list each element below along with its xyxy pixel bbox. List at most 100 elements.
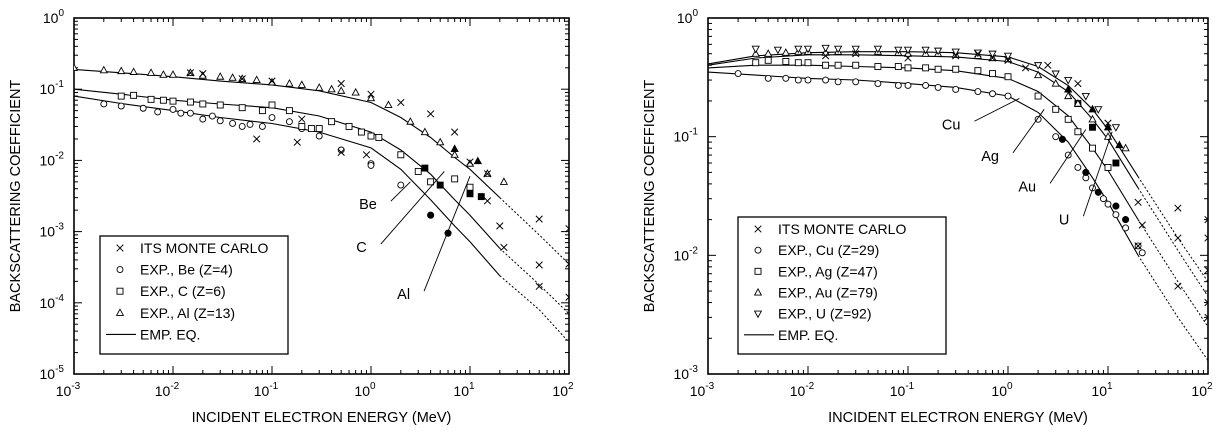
x-tick-label-base: 10: [552, 383, 568, 399]
point-U: [873, 45, 883, 54]
point-monte-carlo: [268, 77, 276, 85]
point-Al: [99, 65, 108, 74]
point-U: [1081, 92, 1090, 101]
x-tick-label: 10-3: [690, 381, 715, 399]
point-Au-filled: [1115, 140, 1124, 149]
point-monte-carlo: [1021, 64, 1030, 72]
point-monte-carlo: [565, 293, 569, 301]
point-Be: [177, 109, 185, 117]
point-Cu: [734, 70, 742, 78]
point-monte-carlo: [293, 138, 301, 146]
point-Cu: [934, 83, 942, 91]
point-Al: [74, 63, 79, 71]
point-Cu-filled: [1122, 216, 1130, 224]
point-U: [1094, 106, 1103, 114]
point-monte-carlo: [988, 54, 997, 62]
point-U: [988, 50, 997, 59]
point-Cu-filled: [1094, 188, 1102, 196]
point-C: [117, 92, 125, 100]
point-Cu: [894, 82, 902, 89]
legend-label: EXP., Ag (Z=47): [778, 263, 878, 279]
point-Ag-filled: [1089, 123, 1096, 131]
point-Be: [216, 117, 224, 125]
x-tick-label: 10-2: [155, 381, 180, 399]
point-C: [159, 96, 167, 104]
x-tick-label-base: 10: [1191, 383, 1207, 399]
point-monte-carlo: [952, 52, 960, 60]
point-C: [466, 183, 474, 191]
point-Ag: [934, 65, 942, 73]
point-monte-carlo: [483, 170, 492, 178]
x-tick-label: 102: [1191, 381, 1213, 399]
legend-marker: [753, 287, 763, 296]
annotation-label: Au: [1018, 179, 1036, 195]
annotation-leader: [390, 181, 411, 202]
point-monte-carlo: [367, 90, 375, 98]
y-tick-label-base: 10: [40, 224, 56, 240]
point-Be: [238, 122, 246, 130]
point-C-filled: [421, 164, 429, 172]
x-tick-label-base: 10: [155, 383, 171, 399]
point-Au: [1051, 79, 1060, 87]
point-U: [1033, 62, 1043, 70]
point-C: [186, 98, 194, 106]
curve-Cu-extrapolated: [1137, 255, 1208, 361]
point-Ag: [752, 59, 760, 67]
point-Be: [285, 118, 293, 126]
x-axis-label: INCIDENT ELECTRON ENERGY (MeV): [828, 410, 1088, 426]
point-Ag: [989, 70, 996, 78]
point-Au: [1121, 143, 1130, 152]
y-tick-label-exponent: -1: [55, 79, 64, 90]
point-Cu: [989, 90, 996, 98]
point-Au: [781, 48, 790, 56]
point-Al: [465, 159, 475, 167]
point-Ag: [782, 58, 790, 65]
curve-Be: [74, 95, 501, 277]
point-U: [951, 48, 960, 57]
point-C-filled: [466, 190, 474, 198]
x-tick-label-base: 10: [56, 383, 72, 399]
point-U: [1051, 70, 1060, 79]
x-tick-label-base: 10: [790, 383, 806, 399]
x-tick-label-base: 10: [690, 383, 706, 399]
point-C-filled: [436, 181, 444, 189]
annotation-Al: Al: [397, 176, 471, 303]
x-tick-label-exponent: 2: [1207, 381, 1213, 392]
point-Be: [139, 104, 147, 112]
annotation-Cu: Cu: [942, 98, 1020, 133]
y-tick-label-exponent: -1: [689, 127, 698, 138]
x-tick-label-base: 10: [354, 383, 370, 399]
y-axis-label: BACKSCATTERING COEFFICIENT: [8, 80, 24, 313]
point-Be: [229, 120, 237, 127]
point-Au-filled: [1088, 104, 1097, 113]
point-Al: [228, 73, 237, 81]
y-tick-label: 10-5: [40, 364, 65, 382]
point-Be: [169, 105, 177, 113]
legend-label: EXP., Cu (Z=29): [778, 242, 879, 258]
y-tick-label-base: 10: [40, 81, 56, 97]
point-Au: [764, 49, 773, 57]
point-Al: [499, 177, 509, 185]
point-Ag: [1089, 144, 1096, 152]
point-Al: [384, 100, 393, 109]
point-monte-carlo: [974, 50, 982, 58]
point-Al: [159, 70, 168, 78]
point-C: [345, 122, 353, 130]
point-Be: [397, 181, 405, 189]
point-Cu: [852, 78, 860, 86]
legend-marker: [754, 267, 762, 275]
plot-frame: [73, 17, 570, 375]
point-monte-carlo: [1174, 204, 1182, 212]
legend-label: EMP. EQ.: [778, 327, 838, 343]
point-U: [751, 45, 760, 54]
point-Ag: [1004, 73, 1012, 81]
point-Ag: [1034, 92, 1042, 100]
plot-area: [74, 63, 569, 343]
point-monte-carlo: [451, 128, 459, 136]
point-C: [357, 128, 365, 136]
point-Ag: [922, 64, 930, 72]
point-U: [1111, 124, 1121, 132]
annotation-leader: [380, 171, 445, 245]
point-monte-carlo: [821, 52, 830, 60]
curve-Ag-extrapolated: [1137, 219, 1208, 328]
